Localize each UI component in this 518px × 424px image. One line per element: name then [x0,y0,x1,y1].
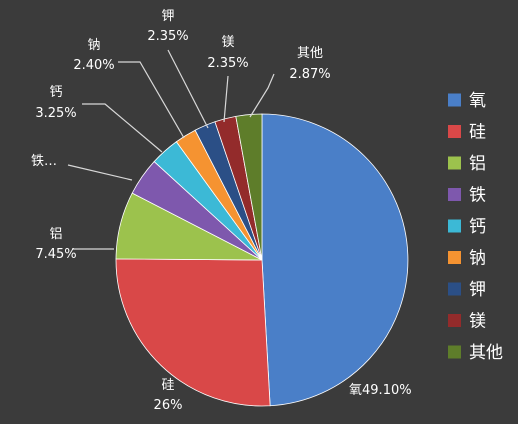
data-labels: 氧49.10% 硅 26% 铝 7.45% 铁… 钙 3.25% 钠 2.40% 钾 2.35% 镁 2.… [31,9,412,413]
legend-label-铝: 铝 [469,154,486,174]
data-label-name-其他: 其他 [297,46,323,61]
pie-slice-氧 [261,113,409,407]
legend-label-镁: 镁 [469,312,486,332]
legend-label-硅: 硅 [469,123,486,143]
pie-slices [115,113,409,407]
data-label-name-氧: 氧 [349,383,362,398]
legend-swatch-铝 [448,156,461,170]
data-label-name-铝: 铝 [49,227,62,242]
legend-label-其他: 其他 [469,343,503,363]
legend-swatch-钠 [448,251,461,264]
legend-swatch-硅 [448,125,461,138]
legend-label-钠: 钠 [469,249,486,269]
legend-label-铁: 铁 [469,186,486,206]
leader-lines [67,49,275,250]
data-label-value-铝: 7.45% [35,247,76,262]
leader-line-钾 [167,49,209,129]
data-label-name-钙: 钙 [49,85,62,100]
data-label-氧: 氧49.10% [349,383,412,398]
legend-label-钙: 钙 [469,217,486,237]
leader-line-铁 [67,164,133,181]
data-label-value-硅: 26% [154,398,183,413]
leader-line-镁 [223,75,229,123]
legend-swatch-氧 [448,93,461,107]
legend-swatch-钾 [448,282,461,296]
data-label-name-钾: 钾 [161,9,174,24]
legend-swatch-其他 [448,345,461,359]
data-label-value-镁: 2.35% [207,56,248,71]
legend-swatch-镁 [448,314,461,327]
leader-line-钙 [82,103,163,153]
leader-line-钠 [118,61,185,139]
data-label-name-硅: 硅 [161,378,174,393]
legend-label-氧: 氧 [469,91,486,111]
data-label-name-钠: 钠 [87,38,100,53]
data-label-value-其他: 2.87% [289,67,330,82]
legend-swatch-钙 [448,219,461,233]
legend-swatch-铁 [448,188,461,201]
pie-slice-硅 [115,258,271,407]
data-label-name-铁: 铁… [31,154,57,169]
data-label-value-氧: 49.10% [362,383,412,398]
data-label-value-钠: 2.40% [73,58,114,73]
data-label-value-钙: 3.25% [35,106,76,121]
data-label-name-镁: 镁 [221,35,234,50]
pie-slice-其他 [235,113,263,261]
legend-label-钾: 钾 [469,280,486,300]
data-label-value-钾: 2.35% [147,29,188,44]
leader-line-其他 [249,73,275,118]
